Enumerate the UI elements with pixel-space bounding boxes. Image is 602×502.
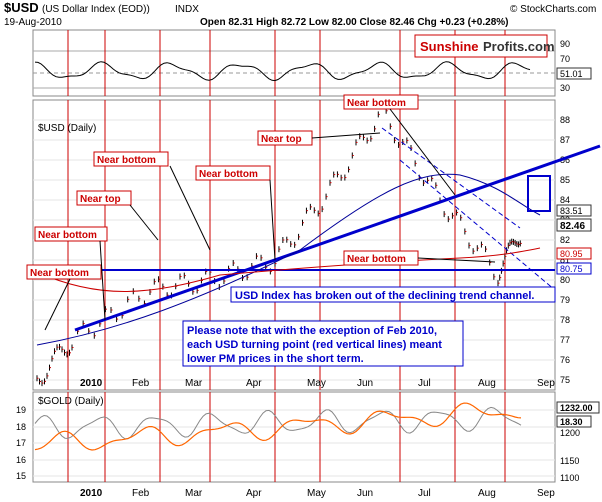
rsi-line [34, 61, 531, 82]
usd-tick-label: 76 [560, 355, 570, 365]
note-annotation: Please note that with the exception of F… [182, 320, 464, 367]
sunshine-logo: Sunshine Profits.com [414, 34, 555, 58]
gold-right-tick: 1150 [560, 456, 579, 466]
usd-tick-label: 80 [560, 275, 570, 285]
gold-month-label: Mar [185, 488, 203, 499]
chart-exchange: INDX [175, 4, 199, 15]
svg-text:Sunshine: Sunshine [420, 39, 479, 54]
gold-price-series [34, 402, 522, 451]
svg-text:51.01: 51.01 [560, 69, 583, 79]
gold-month-label: May [307, 488, 326, 499]
usd-tick-label: 78 [560, 315, 570, 325]
gold-left-tick: 16 [16, 455, 26, 465]
chart-ohlc: Open 82.31 High 82.72 Low 82.00 Close 82… [200, 17, 508, 28]
breakout-annotation: USD Index has broken out of the declinin… [230, 286, 556, 303]
usd-month-label: Jul [418, 378, 431, 389]
chart-symbol: $USD [4, 0, 39, 15]
annotation-near-bottom-3: Near bottom [93, 151, 211, 251]
target-box [527, 175, 551, 212]
gold-left-tick: 15 [16, 471, 26, 481]
usd-ma-price: 80.75 [560, 264, 583, 274]
usd-tick-label: 77 [560, 335, 570, 345]
annotation-near-bottom-1: Near bottom [26, 264, 102, 331]
gold-line [34, 402, 522, 451]
svg-text:Near bottom: Near bottom [38, 230, 97, 241]
usd-month-label: Feb [132, 378, 150, 389]
usd-lower-price: 80.95 [560, 249, 583, 259]
usd-tick-label: 85 [560, 175, 570, 185]
svg-text:Profits.com: Profits.com [483, 39, 555, 54]
rsi-tick-label: 90 [560, 39, 570, 49]
svg-text:Near top: Near top [261, 134, 302, 145]
ma-blue [36, 173, 541, 346]
usd-month-label: 2010 [80, 378, 103, 389]
rsi-value-badge [556, 67, 592, 80]
gold-right-tick: 1200 [560, 428, 580, 438]
gold-panel-label: $GOLD (Daily) [38, 396, 104, 407]
gold-month-label: Sep [537, 488, 555, 499]
usd-month-label: Jun [357, 378, 373, 389]
channel-top [381, 127, 521, 229]
gold-month-label: Apr [246, 488, 262, 499]
svg-text:Near bottom: Near bottom [347, 254, 406, 265]
annotation-near-top-2: Near top [257, 130, 381, 146]
chart-date: 19-Aug-2010 [4, 17, 62, 28]
usd-month-label: Aug [478, 378, 496, 389]
usd-month-label: Sep [537, 378, 555, 389]
usd-tick-label: 84 [560, 195, 570, 205]
usd-panel-label: $USD (Daily) [38, 123, 96, 134]
svg-text:lower PM prices in the short t: lower PM prices in the short term. [187, 353, 364, 365]
svg-text:Please note that with the exce: Please note that with the exception of F… [187, 325, 437, 337]
gold-month-label: Aug [478, 488, 496, 499]
svg-text:Near bottom: Near bottom [199, 169, 258, 180]
gold-month-label: Jul [418, 488, 431, 499]
annotation-near-top-1: Near top [76, 190, 159, 241]
gold-month-label: Jun [357, 488, 373, 499]
usd-other-price: 83.51 [560, 206, 583, 216]
annotation-near-bottom-5: Near bottom [343, 94, 456, 196]
rising-trend-line [74, 144, 601, 332]
annotation-near-bottom-4: Near bottom [195, 165, 276, 261]
gold-left-tick: 17 [16, 438, 26, 448]
gold-panel [32, 391, 556, 483]
usd-tick-label: 81 [560, 255, 570, 265]
rsi-tick-label: 30 [560, 83, 570, 93]
usd-month-label: May [307, 378, 326, 389]
gold-last-price: 1232.00 [560, 403, 593, 413]
svg-text:Near bottom: Near bottom [347, 98, 406, 109]
usd-tick-label: 86 [560, 155, 570, 165]
chart-name: (US Dollar Index (EOD)) [42, 4, 150, 15]
usd-tick-label: 87 [560, 135, 570, 145]
svg-text:each USD turning point (red ve: each USD turning point (red vertical lin… [187, 339, 442, 351]
ma-red [36, 247, 541, 292]
svg-text:Near bottom: Near bottom [97, 155, 156, 166]
svg-text:Near top: Near top [80, 194, 121, 205]
svg-text:Near bottom: Near bottom [30, 268, 89, 279]
rsi-tick-label: 70 [560, 54, 570, 64]
gold-month-label: 2010 [80, 488, 103, 499]
gold-month-label: Feb [132, 488, 150, 499]
stockcharts-credit: © StockCharts.com [510, 4, 596, 15]
gold-left-tick: 19 [16, 405, 26, 415]
silver-line [34, 406, 522, 440]
usd-month-label: Mar [185, 378, 203, 389]
annotation-near-bottom-6: Near bottom [343, 250, 496, 266]
usd-month-label: Apr [246, 378, 262, 389]
gold-left-tick: 18 [16, 422, 26, 432]
usd-tick-label: 79 [560, 295, 570, 305]
usd-tick-label: 82 [560, 235, 570, 245]
annotation-near-bottom-2: Near bottom [34, 226, 108, 321]
usd-last-price: 82.46 [560, 221, 585, 232]
svg-text:USD Index has broken out of th: USD Index has broken out of the declinin… [235, 290, 534, 302]
gold-right-tick: 1100 [560, 473, 579, 483]
rsi-series [34, 30, 531, 96]
usd-tick-label: 88 [560, 115, 570, 125]
usd-tick-label: 75 [560, 375, 570, 385]
channel-bottom [399, 159, 556, 291]
silver-last-price: 18.30 [560, 417, 583, 427]
